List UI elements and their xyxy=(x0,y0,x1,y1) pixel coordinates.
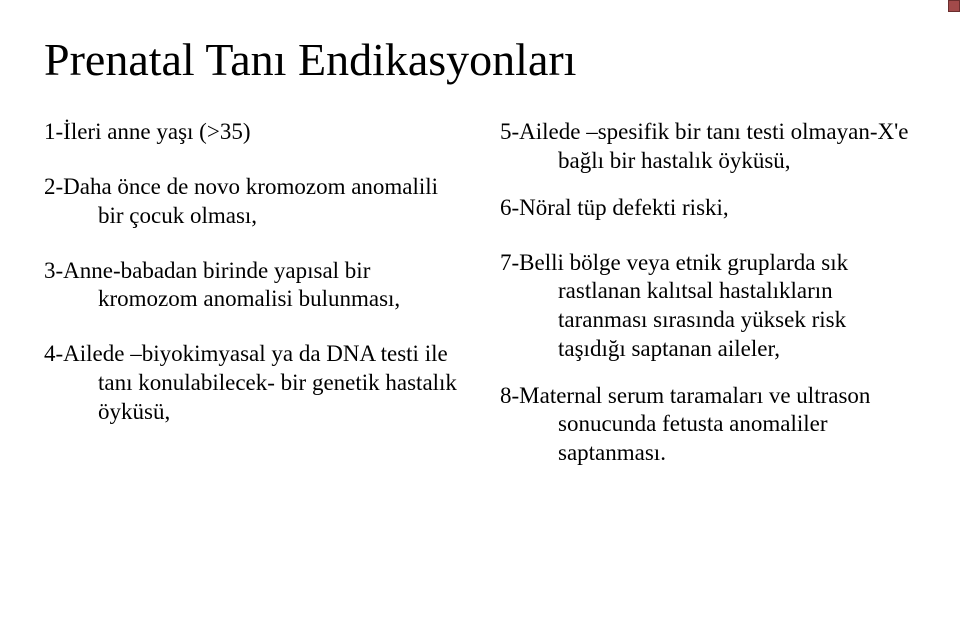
accent-square-icon xyxy=(948,0,960,12)
item-4: 4-Ailede –biyokimyasal ya da DNA testi i… xyxy=(44,340,460,426)
item-2: 2-Daha önce de novo kromozom anomalili b… xyxy=(44,173,460,231)
item-5: 5-Ailede –spesifik bir tanı testi olmaya… xyxy=(500,118,916,176)
top-accent-bar xyxy=(0,0,960,12)
item-1: 1-İleri anne yaşı (>35) xyxy=(44,118,460,147)
content-columns: 1-İleri anne yaşı (>35) 2-Daha önce de n… xyxy=(44,118,916,494)
item-8: 8-Maternal serum taramaları ve ultrason … xyxy=(500,382,916,468)
left-column: 1-İleri anne yaşı (>35) 2-Daha önce de n… xyxy=(44,118,460,494)
slide: Prenatal Tanı Endikasyonları 1-İleri ann… xyxy=(0,0,960,630)
slide-title: Prenatal Tanı Endikasyonları xyxy=(44,36,916,84)
item-6: 6-Nöral tüp defekti riski, xyxy=(500,194,916,223)
right-column: 5-Ailede –spesifik bir tanı testi olmaya… xyxy=(500,118,916,494)
item-7: 7-Belli bölge veya etnik gruplarda sık r… xyxy=(500,249,916,364)
item-3: 3-Anne-babadan birinde yapısal bir kromo… xyxy=(44,257,460,315)
